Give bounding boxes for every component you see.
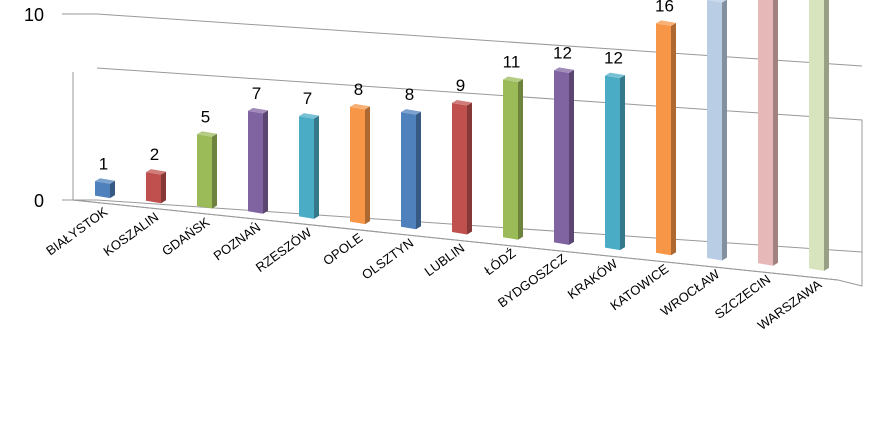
data-label: 11: [503, 53, 521, 72]
bar-side: [467, 102, 472, 235]
bar: [146, 169, 166, 204]
bar: [350, 103, 370, 225]
bar: [452, 100, 472, 235]
bar: [758, 0, 778, 266]
bar: [401, 109, 421, 230]
bar: [248, 107, 268, 214]
bar-front: [248, 110, 263, 214]
category-label: OPOLE: [320, 230, 365, 269]
bar-top: [401, 109, 421, 115]
bar-top: [503, 76, 523, 82]
bar-front: [95, 181, 110, 199]
bar-front: [656, 23, 671, 256]
data-label: 1: [99, 154, 108, 173]
bar: [656, 20, 676, 256]
category-label: GDAŃSK: [159, 214, 212, 259]
bar-front: [299, 116, 314, 219]
bar-side: [314, 115, 319, 219]
bar-front: [707, 0, 722, 261]
bar-side: [722, 0, 727, 261]
bar-top: [350, 103, 370, 110]
bar-side: [263, 110, 268, 214]
bar: [503, 76, 523, 240]
bar-front: [503, 79, 518, 240]
y-axis-tick-labels: 01020: [24, 5, 44, 211]
bar-top: [707, 0, 727, 3]
bar-top: [452, 100, 472, 106]
bar-front: [809, 0, 824, 271]
bar-top: [248, 107, 268, 114]
bar-front: [401, 112, 416, 230]
bar-side: [773, 0, 778, 266]
category-label: OLSZTYN: [359, 235, 416, 282]
data-label: 9: [456, 76, 465, 95]
data-label: 5: [201, 107, 210, 126]
bar-side: [212, 133, 217, 209]
data-label: 8: [405, 85, 414, 104]
bar: [554, 67, 574, 245]
axes: [62, 13, 839, 281]
category-label: KRAKÓW: [565, 255, 621, 302]
bar-side: [518, 79, 523, 240]
bar-top: [146, 169, 166, 175]
bar-side: [161, 171, 166, 204]
bar-top: [95, 178, 115, 184]
data-label: 2: [150, 145, 159, 164]
bar: [605, 72, 625, 251]
bar-front: [554, 70, 569, 245]
data-label: 7: [252, 84, 261, 103]
bar-front: [452, 103, 467, 235]
y-tick-label: 0: [34, 191, 44, 211]
y-tick-label: 10: [24, 5, 44, 25]
bars: [95, 0, 829, 271]
bar-front: [605, 75, 620, 251]
data-label: 12: [604, 49, 623, 68]
data-label: 7: [303, 89, 312, 108]
bar-side: [110, 180, 115, 199]
bar-front: [197, 134, 212, 209]
bar-front: [146, 172, 161, 204]
data-labels: 1257788911121216181920: [99, 0, 674, 173]
bar-top: [656, 20, 676, 26]
bar: [809, 0, 829, 271]
bar-front: [758, 0, 773, 266]
category-label: POZNAŃ: [211, 219, 264, 263]
bar-side: [671, 22, 676, 256]
bar-top: [299, 113, 319, 119]
bar-top: [554, 67, 574, 73]
bar-side: [365, 106, 370, 225]
category-label: LUBLIN: [422, 240, 468, 279]
category-label: KOSZALIN: [100, 209, 161, 259]
bar: [707, 0, 727, 261]
data-label: 8: [354, 80, 363, 99]
data-label: 16: [655, 0, 674, 15]
bar-side: [569, 69, 574, 245]
bar: [197, 131, 217, 209]
category-label: ŁÓDŹ: [481, 245, 518, 278]
data-label: 12: [553, 43, 572, 62]
bar-top: [197, 131, 217, 137]
bar-side: [620, 75, 625, 251]
bar: [95, 178, 115, 199]
gridline: [62, 13, 863, 67]
bar: [299, 113, 319, 219]
bar-top: [605, 72, 625, 79]
bar-side: [416, 111, 421, 230]
x-axis-line: [72, 199, 839, 281]
category-label: BIAŁYSTOK: [43, 204, 110, 259]
bar-side: [824, 0, 829, 271]
bar-front: [350, 106, 365, 225]
